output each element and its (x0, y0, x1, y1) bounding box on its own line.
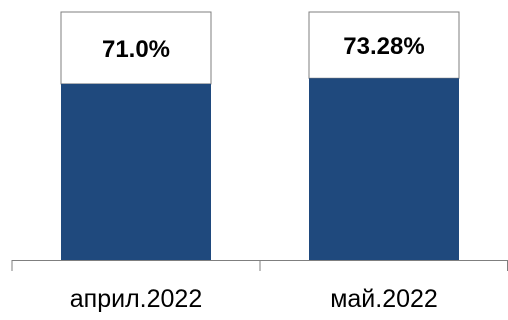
bar-value-label-0: 71.0% (102, 36, 170, 63)
x-tick-label-0: април.2022 (70, 285, 202, 313)
x-axis (11, 260, 508, 271)
bar-remainder-0 (60, 11, 212, 85)
value-labels-group: 71.0% 73.28% (102, 33, 425, 63)
bars-group (60, 11, 460, 261)
bar-value-0 (61, 83, 211, 260)
x-tick-labels-group: април.2022 май.2022 (70, 285, 438, 313)
x-tick-label-1: май.2022 (330, 285, 438, 313)
bar-remainder-1 (308, 11, 460, 79)
bar-value-1 (309, 78, 459, 261)
bar-value-label-1: 73.28% (343, 33, 424, 60)
